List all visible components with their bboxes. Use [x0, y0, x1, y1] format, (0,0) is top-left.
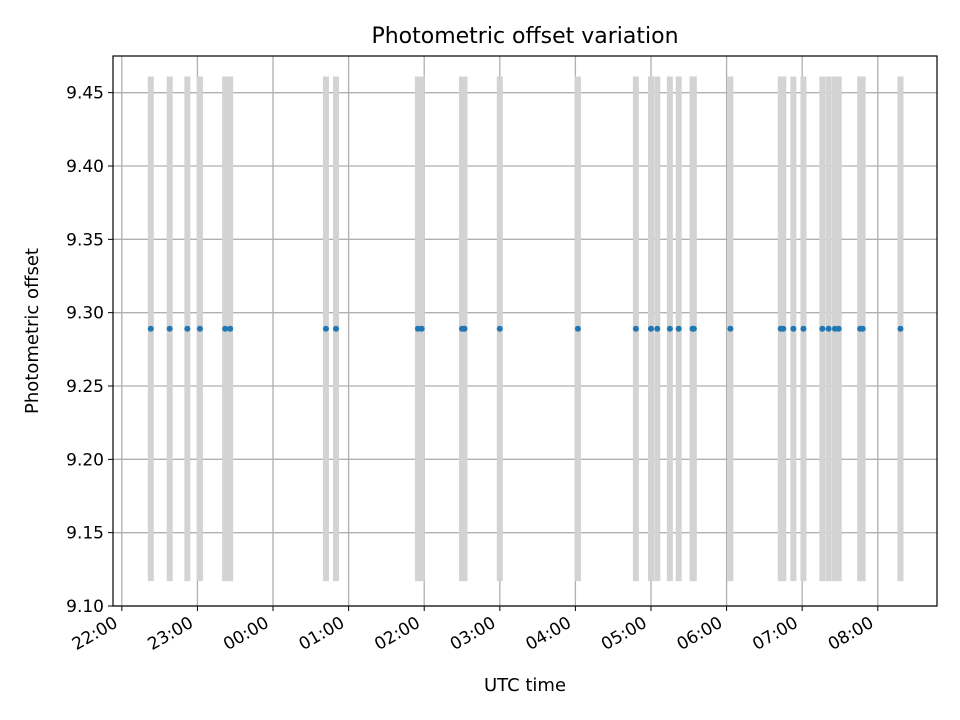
data-point [897, 325, 904, 332]
data-point [835, 325, 842, 332]
y-axis-label: Photometric offset [22, 248, 43, 414]
data-point [227, 325, 234, 332]
data-point [147, 325, 154, 332]
y-tick-label: 9.30 [66, 304, 104, 324]
data-point [418, 325, 425, 332]
data-point [632, 325, 639, 332]
data-point [222, 325, 229, 332]
plot-frame [112, 55, 938, 607]
y-tick-label: 9.40 [66, 157, 104, 177]
data-point [322, 325, 329, 332]
x-axis-label: UTC time [484, 675, 566, 696]
data-point [496, 325, 503, 332]
y-tick-label: 9.10 [66, 597, 104, 617]
y-tick-label: 9.35 [66, 230, 104, 250]
data-point [825, 325, 832, 332]
y-tick-label: 9.15 [66, 524, 104, 544]
data-point [675, 325, 682, 332]
data-point [574, 325, 581, 332]
data-point [666, 325, 673, 332]
y-tick-label: 9.45 [66, 84, 104, 104]
data-point [184, 325, 191, 332]
chart-title: Photometric offset variation [371, 24, 678, 49]
data-point [790, 325, 797, 332]
data-point [859, 325, 866, 332]
data-point [819, 325, 826, 332]
y-tick-label: 9.25 [66, 377, 104, 397]
data-point [166, 325, 173, 332]
plot-area: 22:00 23:00 00:00 01:00 02:00 03:00 04:00 05:00… [66, 56, 937, 655]
data-point [196, 325, 203, 332]
data-point [654, 325, 661, 332]
data-point [780, 325, 787, 332]
y-tick-label: 9.20 [66, 450, 104, 470]
data-point [800, 325, 807, 332]
data-point [333, 325, 340, 332]
data-point [461, 325, 468, 332]
data-point [690, 325, 697, 332]
data-point [647, 325, 654, 332]
data-point [727, 325, 734, 332]
